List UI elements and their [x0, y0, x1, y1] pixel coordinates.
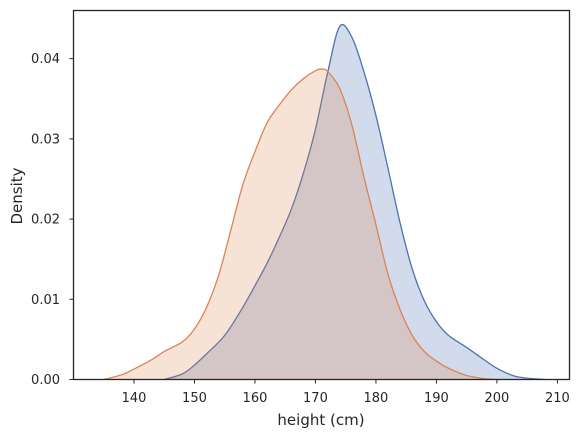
- y-tick-label: 0.03: [31, 132, 60, 147]
- x-tick-label: 150: [182, 391, 207, 406]
- x-tick-label: 170: [303, 391, 328, 406]
- tick-layer: 140 150 160 170 180 190 200 210 0.00 0.01 0.02 0.03…: [31, 52, 570, 406]
- y-axis-title: Density: [8, 167, 26, 224]
- y-tick-label: 0.04: [31, 52, 60, 67]
- density-line-series-2: [103, 68, 497, 381]
- y-tick-label: 0.01: [31, 293, 60, 308]
- density-area-series-2: [103, 69, 497, 380]
- x-tick-label: 140: [122, 391, 147, 406]
- x-axis-title: height (cm): [277, 411, 364, 429]
- x-tick-label: 210: [545, 391, 570, 406]
- plot-frame: [72, 9, 571, 381]
- density-line-series-1: [164, 23, 546, 381]
- x-tick-label: 180: [364, 391, 389, 406]
- y-tick-label: 0.02: [31, 213, 60, 228]
- density-area-series-1: [164, 24, 546, 380]
- x-tick-label: 160: [243, 391, 268, 406]
- x-tick-label: 200: [485, 391, 510, 406]
- series-layer: [103, 23, 546, 381]
- x-tick-label: 190: [424, 391, 449, 406]
- y-tick-label: 0.00: [31, 373, 60, 388]
